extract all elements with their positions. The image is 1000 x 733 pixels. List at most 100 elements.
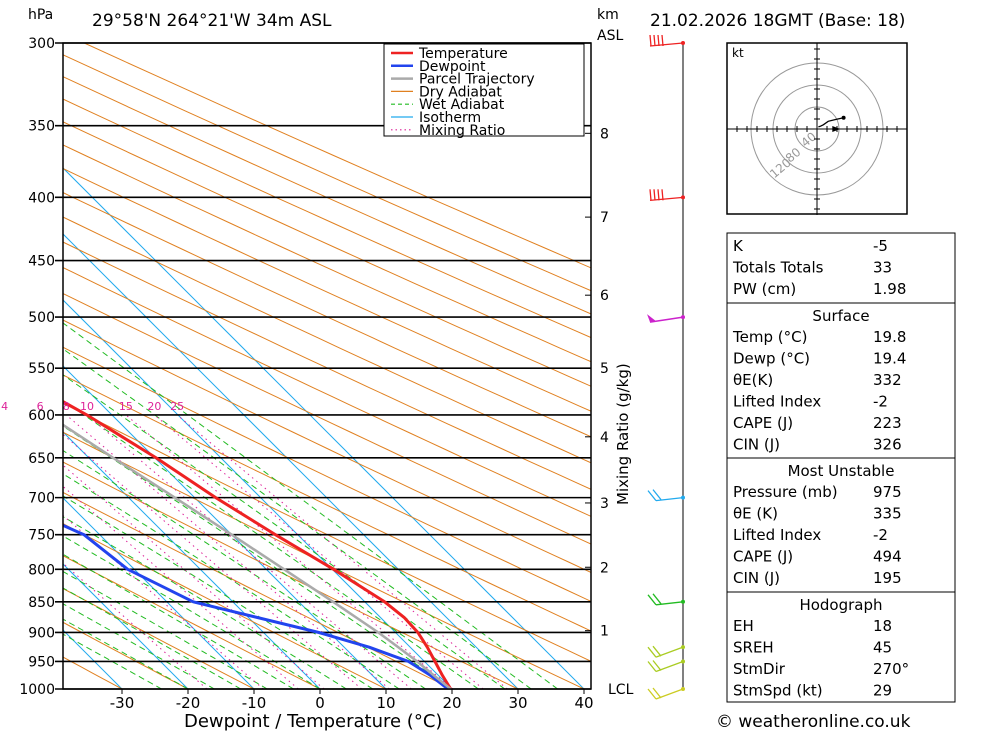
stats-label: Totals Totals: [732, 259, 824, 277]
wind-barb-staff: [655, 601, 684, 606]
mixing-ratio-label: 8: [63, 400, 70, 413]
stats-value: -5: [873, 237, 888, 255]
stats-box-hodograph: [726, 591, 956, 703]
stats-value: -2: [873, 526, 888, 544]
wind-barb-feather: [647, 646, 657, 658]
legend-label: Isotherm: [419, 110, 481, 126]
wind-barb-feather: [649, 34, 652, 47]
unit-asl: ASL: [597, 28, 623, 44]
stats-value: 1.98: [873, 280, 906, 298]
lcl-label: LCL: [608, 682, 634, 698]
wind-barb-feather: [652, 687, 662, 699]
stats-label: Lifted Index: [733, 526, 821, 544]
wind-barb-850: [647, 593, 685, 606]
hodograph-end-point: [841, 115, 846, 120]
stats-label: θE(K): [733, 371, 773, 389]
x-tick-label: 0: [315, 694, 325, 712]
km-tick-label: 5: [600, 361, 609, 377]
km-tick-label: 6: [600, 288, 609, 304]
dewpoint-line: [63, 523, 449, 689]
km-tick-label: 4: [600, 430, 609, 446]
wind-barb-925: [647, 645, 685, 658]
stats-value: 270°: [873, 660, 909, 678]
km-tick-label: 8: [600, 126, 609, 142]
pressure-tick-label: 450: [28, 254, 55, 270]
parcel-trajectory-line: [63, 423, 452, 689]
wind-barb-feather: [652, 660, 662, 671]
location-title: 29°58'N 264°21'W 34m ASL: [92, 11, 332, 31]
pressure-tick-label: 550: [28, 361, 55, 377]
stats-value: 19.8: [873, 328, 906, 346]
mixing-ratio-labels: 12346810152025: [1, 400, 184, 413]
wet-adiabat-line: [63, 400, 479, 689]
legend-label: Dewpoint: [419, 59, 486, 75]
datetime-title: 21.02.2026 18GMT (Base: 18): [650, 11, 905, 31]
wind-barb-staff: [655, 496, 684, 502]
wind-barb-feather: [652, 489, 662, 501]
wet-adiabat-line: [63, 633, 162, 689]
unit-hpa: hPa: [28, 7, 53, 23]
stats-label: PW (cm): [733, 280, 796, 298]
wind-barb-feather: [657, 34, 660, 47]
mixing-ratio-label: 25: [170, 400, 184, 413]
temperature-line: [63, 399, 452, 689]
profile-lines: [63, 399, 452, 689]
wet-adiabat-line: [63, 603, 215, 689]
stats-value: 195: [873, 569, 902, 587]
stats-label: EH: [733, 617, 754, 635]
stats-label: K: [733, 237, 744, 255]
dry-adiabat-line: [63, 346, 591, 602]
legend-label: Mixing Ratio: [419, 123, 505, 139]
km-tick-label: 7: [600, 210, 609, 226]
dry-adiabat-line: [63, 76, 591, 315]
stats-label: CAPE (J): [733, 548, 793, 566]
dry-adiabat-line: [63, 656, 123, 689]
stats-label: SREH: [733, 639, 774, 657]
mixing-ratio-label: 6: [37, 400, 44, 413]
legend-label: Temperature: [418, 46, 508, 62]
pressure-tick-label: 300: [28, 36, 55, 52]
wind-barb-feather: [653, 34, 656, 47]
dry-adiabat-line: [63, 491, 453, 689]
pressure-tick-label: 400: [28, 190, 55, 206]
unit-km: km: [597, 7, 619, 23]
dry-adiabat-line: [84, 43, 591, 269]
wind-barb-950: [647, 659, 685, 673]
wind-barb-feather: [652, 645, 662, 657]
mixing-ratio-label: 20: [147, 400, 161, 413]
stats-value: 326: [873, 436, 902, 454]
dry-adiabat-line: [63, 431, 585, 689]
wind-barb-feather: [647, 594, 657, 606]
mixing-ratio-axis-title: Mixing Ratio (g/kg): [614, 363, 632, 505]
pressure-tick-label: 850: [28, 595, 55, 611]
plot-frame: [62, 42, 592, 690]
pressure-tick-label: 750: [28, 528, 55, 544]
km-tick-label: 2: [600, 560, 609, 576]
temperature-axis-labels: -30 -20 -10 0 10 20 30 40: [110, 689, 594, 712]
km-tick-label: 3: [600, 496, 609, 512]
hodograph-trace: [818, 117, 844, 128]
x-tick-label: 30: [508, 694, 527, 712]
stats-label: Pressure (mb): [733, 483, 838, 501]
pressure-tick-label: 800: [28, 562, 55, 578]
pressure-tick-label: 1000: [19, 682, 55, 698]
legend-label: Dry Adiabat: [419, 84, 502, 100]
stats-label: StmSpd (kt): [733, 682, 823, 700]
pressure-tick-label: 500: [28, 310, 55, 326]
x-axis-title: Dewpoint / Temperature (°C): [184, 711, 442, 732]
wind-barb-feather: [652, 593, 662, 605]
wind-barb-700: [647, 489, 685, 502]
x-tick-label: 40: [574, 694, 593, 712]
stats-label: θE (K): [733, 505, 778, 523]
pressure-tick-label: 700: [28, 491, 55, 507]
x-tick-label: -30: [110, 694, 135, 712]
stats-table: Surface Most Unstable Hodograph K -5 Total…: [726, 232, 956, 703]
pressure-tick-label: 350: [28, 119, 55, 135]
isotherm-line: [63, 497, 255, 689]
dry-adiabat-line: [63, 402, 591, 662]
isotherm-line: [63, 233, 519, 689]
most-unstable-title: Most Unstable: [788, 462, 895, 480]
isotherm-line: [63, 365, 387, 689]
mixing-ratio-label: 10: [80, 400, 94, 413]
pressure-tick-label: 600: [28, 408, 55, 424]
